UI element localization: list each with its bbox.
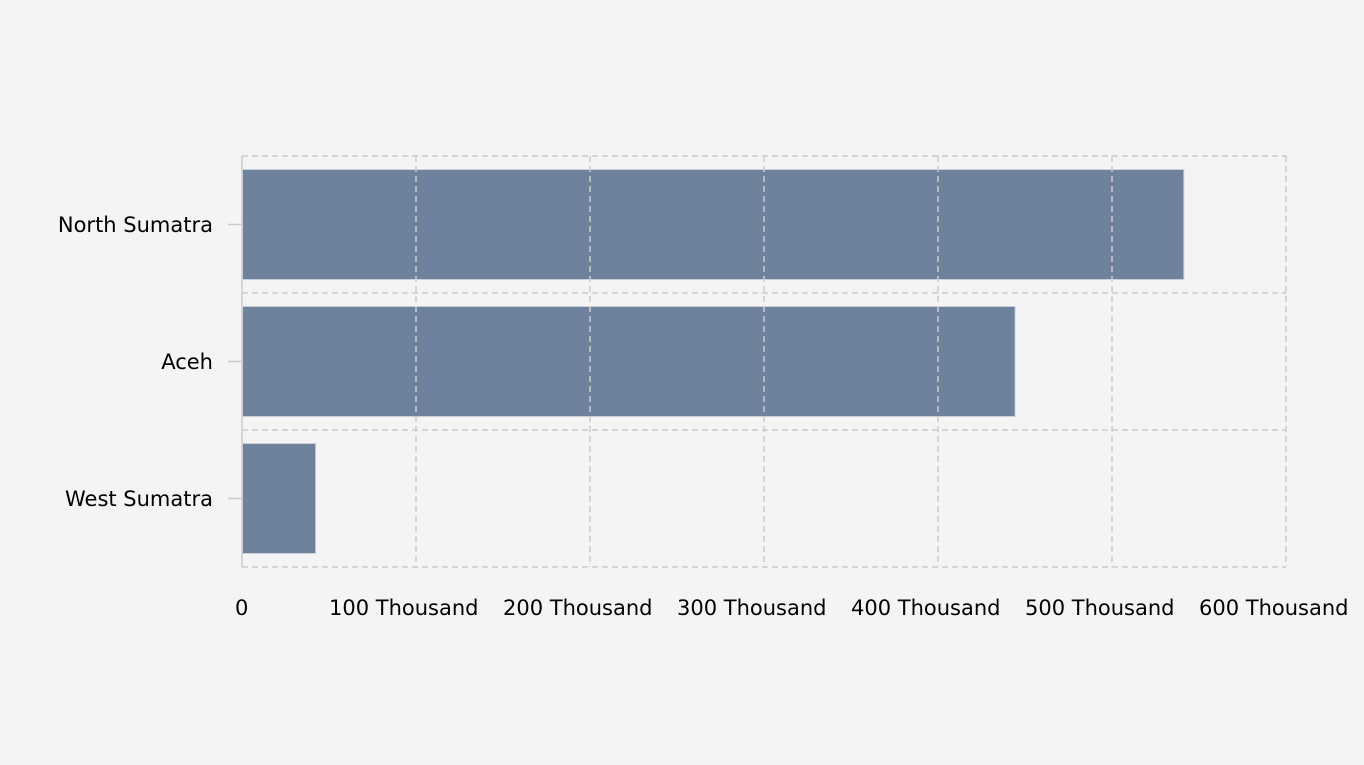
x-tick-label: 200 Thousand xyxy=(503,596,653,620)
x-tick-label: 600 Thousand xyxy=(1199,596,1349,620)
x-tick-label: 0 xyxy=(235,596,249,620)
bar-west-sumatra xyxy=(242,443,317,554)
y-tick-label: Aceh xyxy=(161,349,213,374)
y-tick-label: West Sumatra xyxy=(64,486,213,511)
x-tick-label: 400 Thousand xyxy=(851,596,1001,620)
bar-north-sumatra xyxy=(242,169,1185,280)
bar-aceh xyxy=(242,306,1016,417)
y-tick-label: North Sumatra xyxy=(57,212,213,237)
x-tick-label: 500 Thousand xyxy=(1025,596,1175,620)
x-tick-label: 100 Thousand xyxy=(329,596,479,620)
x-tick-label: 300 Thousand xyxy=(677,596,827,620)
